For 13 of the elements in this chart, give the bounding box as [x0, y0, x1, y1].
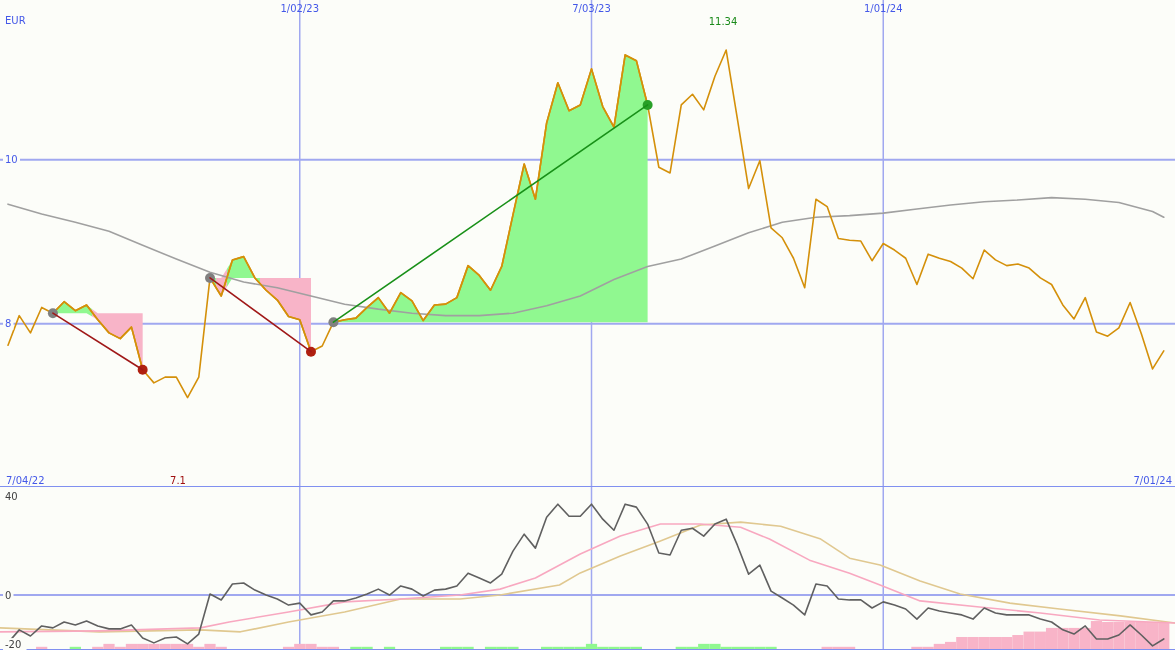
- y-tick-label: 10: [5, 154, 18, 166]
- x-tick-label: 1/01/24: [863, 3, 903, 14]
- annotation: 7/04/22: [6, 475, 45, 486]
- y-tick-label: 40: [5, 491, 18, 503]
- y-tick-label: 8: [5, 318, 12, 330]
- x-tick-label: 1/02/23: [280, 3, 320, 14]
- y-axis-title: EUR: [5, 15, 26, 26]
- x-tick-label: 7/03/23: [572, 3, 611, 14]
- y-tick-label: -20: [5, 638, 22, 650]
- y-tick-label: 0: [5, 589, 12, 601]
- annotation: 7/01/24: [1133, 475, 1172, 486]
- annotation: 11.34: [708, 16, 738, 27]
- annotation: 7.1: [170, 475, 186, 486]
